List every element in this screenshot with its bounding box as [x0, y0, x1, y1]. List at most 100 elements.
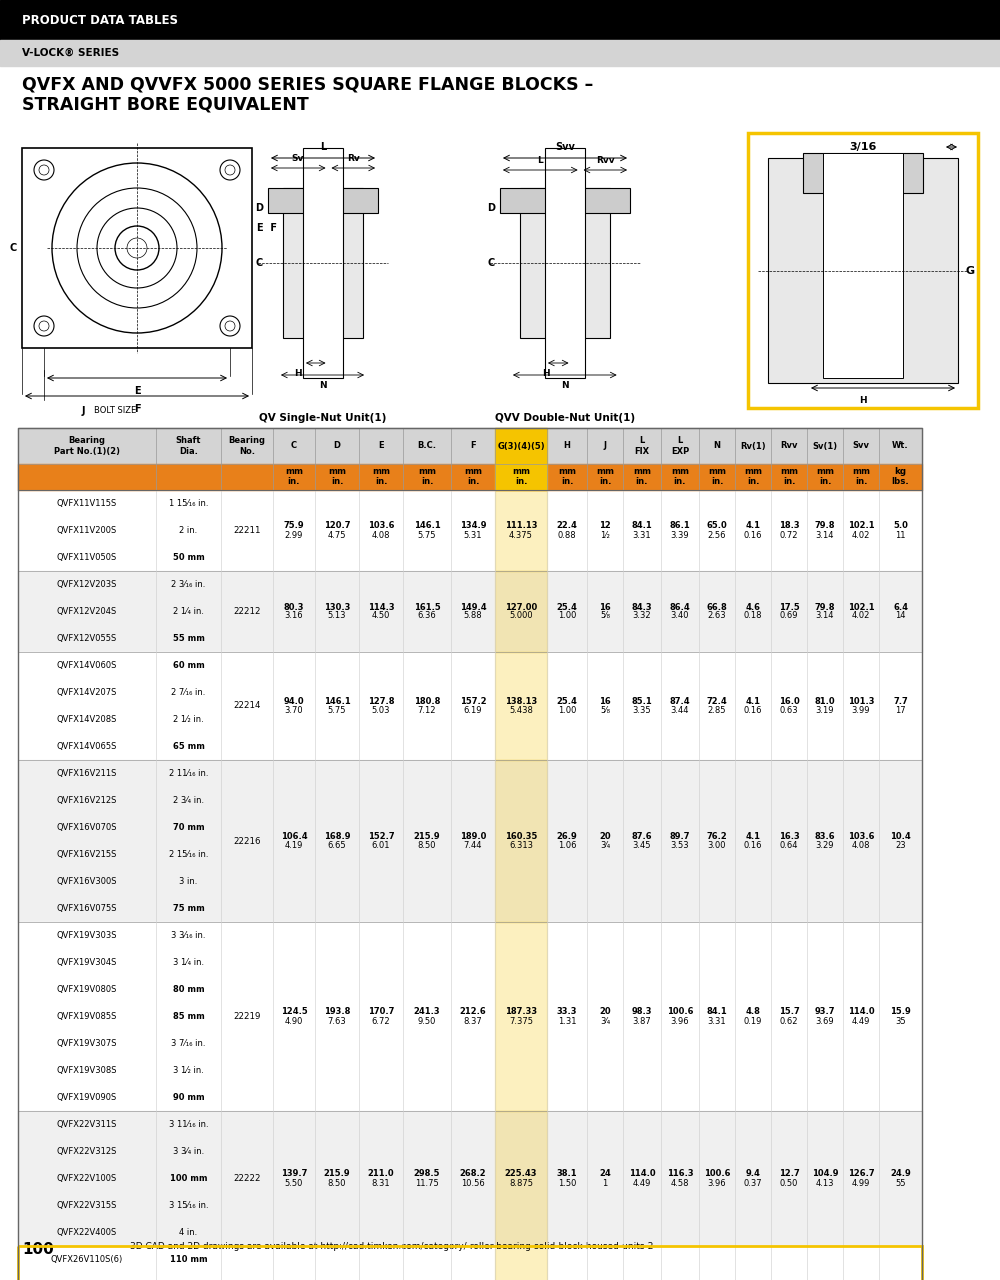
Text: 5⁄₈: 5⁄₈ — [600, 707, 610, 716]
Text: 215.9: 215.9 — [414, 832, 440, 841]
Bar — [18, 490, 922, 571]
Text: 86.1: 86.1 — [670, 521, 690, 530]
Text: V-LOCK® SERIES: V-LOCK® SERIES — [22, 47, 119, 58]
Text: 6.19: 6.19 — [464, 707, 482, 716]
Text: 94.0: 94.0 — [284, 698, 304, 707]
Text: 2.56: 2.56 — [708, 530, 726, 539]
Text: C: C — [488, 259, 495, 268]
Text: 103.6: 103.6 — [848, 832, 874, 841]
Text: 0.88: 0.88 — [558, 530, 576, 539]
Text: QVFX12V204S: QVFX12V204S — [57, 607, 117, 616]
Text: 3 1⁄₄ in.: 3 1⁄₄ in. — [173, 957, 204, 966]
Text: 5.31: 5.31 — [464, 530, 482, 539]
Text: 0.62: 0.62 — [780, 1016, 798, 1025]
Text: F: F — [134, 404, 140, 413]
Text: 2 1⁄₂ in.: 2 1⁄₂ in. — [173, 716, 204, 724]
Text: 160.35: 160.35 — [505, 832, 537, 841]
Text: 65.0: 65.0 — [707, 521, 727, 530]
Text: QVV Double-Nut Unit(1): QVV Double-Nut Unit(1) — [495, 413, 635, 422]
Text: D: D — [334, 442, 340, 451]
Text: 5.13: 5.13 — [328, 612, 346, 621]
Text: 111.13: 111.13 — [505, 521, 537, 530]
Text: 101.3: 101.3 — [848, 698, 874, 707]
Text: 127.8: 127.8 — [368, 698, 394, 707]
Text: 4.90: 4.90 — [285, 1016, 303, 1025]
Text: B.C.: B.C. — [418, 442, 436, 451]
Text: 2 7⁄₁₆ in.: 2 7⁄₁₆ in. — [171, 689, 206, 698]
Text: QVFX11V050S: QVFX11V050S — [57, 553, 117, 562]
Text: 3.69: 3.69 — [816, 1016, 834, 1025]
Text: mm: mm — [464, 466, 482, 475]
Text: QVFX16V300S: QVFX16V300S — [57, 877, 117, 886]
Text: kg: kg — [895, 466, 906, 475]
Text: Rvv: Rvv — [596, 156, 615, 165]
Text: Svv: Svv — [852, 442, 870, 451]
Text: 3.14: 3.14 — [816, 612, 834, 621]
Text: QVFX22V400S: QVFX22V400S — [57, 1228, 117, 1236]
Text: 268.2: 268.2 — [460, 1170, 486, 1179]
Text: QVFX22V311S: QVFX22V311S — [57, 1120, 117, 1129]
Text: 7.63: 7.63 — [328, 1016, 346, 1025]
Bar — [268, 188, 378, 212]
Bar — [18, 571, 922, 652]
Text: 0.50: 0.50 — [780, 1179, 798, 1188]
Text: 16: 16 — [599, 698, 611, 707]
Text: 16.3: 16.3 — [779, 832, 799, 841]
Text: 17: 17 — [895, 707, 906, 716]
Text: 3 15⁄₁₆ in.: 3 15⁄₁₆ in. — [169, 1201, 208, 1210]
Text: 127.00: 127.00 — [505, 603, 537, 612]
Text: mm: mm — [633, 466, 651, 475]
Text: 22212: 22212 — [233, 607, 261, 616]
Text: 114.0: 114.0 — [848, 1007, 874, 1016]
Text: 0.64: 0.64 — [780, 841, 798, 850]
Text: QVFX12V055S: QVFX12V055S — [57, 634, 117, 643]
Text: QVFX16V212S: QVFX16V212S — [57, 796, 117, 805]
Text: 89.7: 89.7 — [670, 832, 690, 841]
Bar — [495, 571, 547, 652]
Text: 3⁄₄: 3⁄₄ — [600, 1016, 610, 1025]
Text: 22219: 22219 — [233, 1012, 261, 1021]
Text: 1.00: 1.00 — [558, 707, 576, 716]
Text: QVFX19V304S: QVFX19V304S — [57, 957, 117, 966]
Text: 3.40: 3.40 — [671, 612, 689, 621]
Text: 0.19: 0.19 — [744, 1016, 762, 1025]
Text: 0.63: 0.63 — [780, 707, 798, 716]
Text: 87.4: 87.4 — [670, 698, 690, 707]
Text: 72.4: 72.4 — [707, 698, 727, 707]
Text: 80.3: 80.3 — [284, 603, 304, 612]
Text: 0.16: 0.16 — [744, 530, 762, 539]
Text: 298.5: 298.5 — [414, 1170, 440, 1179]
Bar — [803, 154, 923, 193]
Text: 3 1⁄₂ in.: 3 1⁄₂ in. — [173, 1066, 204, 1075]
Text: 5.88: 5.88 — [464, 612, 482, 621]
Text: QVFX22V100S: QVFX22V100S — [57, 1174, 117, 1183]
Text: 7.7: 7.7 — [893, 698, 908, 707]
Text: mm: mm — [816, 466, 834, 475]
Text: 25.4: 25.4 — [557, 698, 577, 707]
Bar — [18, 428, 922, 463]
Text: 8.50: 8.50 — [328, 1179, 346, 1188]
Text: in.: in. — [561, 477, 573, 486]
Bar — [768, 157, 958, 383]
Text: 5.0: 5.0 — [893, 521, 908, 530]
Text: 4.375: 4.375 — [509, 530, 533, 539]
Text: G: G — [966, 265, 975, 275]
Text: 3 in.: 3 in. — [179, 877, 198, 886]
Text: L: L — [320, 142, 326, 152]
Text: 22214: 22214 — [233, 701, 261, 710]
Text: 3.45: 3.45 — [633, 841, 651, 850]
Text: 25.4: 25.4 — [557, 603, 577, 612]
Bar — [18, 1245, 922, 1280]
Text: 126.7: 126.7 — [848, 1170, 874, 1179]
Text: QVFX16V075S: QVFX16V075S — [57, 904, 117, 913]
Text: 4.08: 4.08 — [372, 530, 390, 539]
Text: 7.44: 7.44 — [464, 841, 482, 850]
Text: 81.0: 81.0 — [815, 698, 835, 707]
Text: 3.96: 3.96 — [671, 1016, 689, 1025]
Text: 10.4: 10.4 — [890, 832, 911, 841]
Text: 139.7: 139.7 — [281, 1170, 307, 1179]
Text: 20: 20 — [599, 1007, 611, 1016]
Bar — [18, 463, 922, 490]
Text: 3.44: 3.44 — [671, 707, 689, 716]
Text: in.: in. — [674, 477, 686, 486]
